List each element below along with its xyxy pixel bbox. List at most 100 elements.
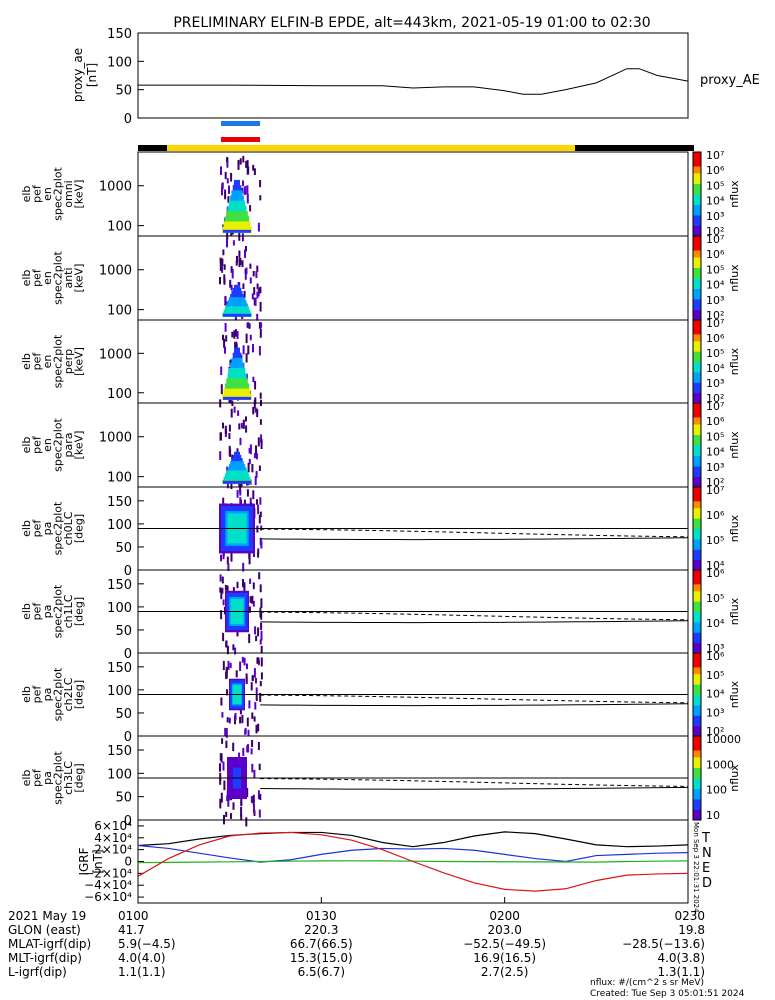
xrow-label: 2021 May 19	[8, 909, 86, 923]
ch2LC-colorbar-cell	[693, 691, 701, 695]
perp-colorbar-cell	[693, 340, 701, 345]
ch1LC-colorbar-tick: 10³	[706, 642, 724, 655]
xrow-value: 0230	[674, 909, 705, 923]
ch0LC-colorbar-cell	[693, 552, 701, 557]
ch1LC-pixel	[226, 585, 229, 595]
ch1LC-colorbar-cell	[693, 597, 701, 602]
ch0LC-colorbar-cell	[693, 514, 701, 519]
para-colorbar-tick: 10⁵	[706, 430, 724, 443]
perp-pixel	[245, 353, 248, 363]
ch0LC-colorbar-label: nflux	[728, 514, 741, 542]
omni-core	[230, 195, 244, 202]
para-pixel	[237, 410, 240, 416]
anti-colorbar-cell	[693, 309, 701, 314]
perp-pixel	[224, 346, 226, 354]
ch0LC-pixel	[236, 489, 239, 498]
ch0LC-colorbar-tick: 10⁵	[706, 534, 724, 547]
omni-core	[222, 226, 252, 233]
ch1LC-colorbar-cell	[693, 570, 701, 574]
perp-pixel	[229, 360, 232, 366]
anti-pixel	[244, 272, 247, 280]
para-colorbar-cell	[693, 434, 701, 439]
anti-colorbar-tick: 10³	[706, 294, 724, 307]
para-colorbar-label: nflux	[728, 431, 741, 459]
ch0LC-pixel	[222, 497, 225, 504]
ch3LC-pixel	[253, 804, 255, 814]
omni-colorbar-tick: 10⁷	[706, 149, 724, 162]
perp-colorbar-cell	[693, 323, 701, 328]
ch3LC-colorbar-cell	[693, 767, 701, 772]
anti-pixel	[241, 260, 244, 268]
omni-colorbar-cell	[693, 180, 701, 184]
anti-colorbar-cell	[693, 260, 701, 265]
para-pixel	[255, 445, 257, 455]
ch3LC-colorbar-cell	[693, 799, 701, 803]
ch1LC-ytick-label: 100	[107, 601, 132, 616]
para-ylabel: en	[41, 438, 54, 452]
para-colorbar-cell	[693, 424, 701, 428]
ch1LC-colorbar-cell	[693, 649, 701, 654]
ch2LC-pixel	[241, 714, 244, 724]
ch0LC-colorbar-cell	[693, 559, 701, 564]
anti-pixel	[253, 287, 256, 295]
anti-pixel	[254, 298, 257, 306]
ch2LC-colorbar-cell	[693, 722, 701, 727]
ch2LC-pixel	[228, 717, 231, 724]
ch0LC-pixel	[259, 511, 262, 518]
igrf-ytick-label: −2×10⁴	[84, 866, 132, 880]
anti-colorbar-cell	[693, 285, 701, 289]
ch0LC-ytick-label: 0	[124, 564, 132, 579]
ch1LC-pixel	[226, 645, 229, 655]
anti-colorbar-tick: 10⁶	[706, 248, 725, 261]
anti-ylabel: elb	[20, 270, 33, 287]
omni-colorbar-cell	[693, 169, 701, 174]
omni-colorbar-cell	[693, 204, 701, 209]
ch0LC-ytick-label: 100	[107, 518, 132, 533]
ch3LC-pixel	[258, 809, 261, 818]
anti-colorbar-cell	[693, 281, 701, 286]
ch3LC-colorbar-cell	[693, 806, 701, 810]
para-colorbar-cell	[693, 466, 701, 470]
para-core	[227, 467, 247, 472]
para-colorbar-tick: 10²	[706, 476, 724, 489]
ch0LC-pixel	[260, 540, 263, 549]
para-pixel	[256, 453, 258, 460]
ch3LC-pixel	[227, 800, 230, 807]
perp-pixel	[252, 344, 254, 353]
perp-ylabel: en	[41, 355, 54, 369]
perp-colorbar-cell	[693, 320, 701, 324]
ch3LC-colorbar-cell	[693, 757, 701, 761]
para-colorbar-cell	[693, 403, 701, 407]
omni-colorbar-cell	[693, 232, 701, 237]
perp-colorbar-cell	[693, 392, 701, 397]
perp-pixel	[220, 366, 223, 376]
proxy-ae-ytick-label: 0	[124, 112, 132, 127]
omni-ylabel: spec2plot	[52, 167, 65, 221]
omni-pixel	[239, 158, 242, 165]
anti-ylabel: anti	[62, 267, 75, 288]
para-pixel	[260, 434, 263, 444]
anti-pixel	[223, 264, 226, 270]
anti-core	[224, 306, 250, 311]
para-pixel	[255, 470, 258, 478]
perp-frame	[137, 319, 689, 404]
anti-pixel	[231, 268, 234, 279]
ch2LC-pixel	[256, 657, 259, 664]
perp-colorbar-tick: 10³	[706, 377, 724, 390]
ch1LC-pixel	[236, 629, 239, 637]
anti-pixel	[259, 286, 262, 294]
ch1LC-colorbar-cell	[693, 576, 701, 581]
xrow-value: 5.9(−4.5)	[118, 937, 176, 951]
omni-colorbar-cell	[693, 159, 701, 163]
igrf-ylabel: IGRF	[77, 847, 91, 875]
omni-pixel	[237, 160, 240, 170]
ch0LC-pixel	[257, 552, 260, 558]
anti-pixel	[249, 277, 252, 284]
perp-ytick-label: 1000	[99, 347, 132, 362]
ch2LC-pixel	[241, 656, 244, 663]
anti-pixel	[235, 260, 238, 266]
omni-pixel	[227, 196, 230, 203]
omni-colorbar-cell	[693, 190, 701, 195]
ch0LC-colorbar-cell	[693, 549, 701, 554]
